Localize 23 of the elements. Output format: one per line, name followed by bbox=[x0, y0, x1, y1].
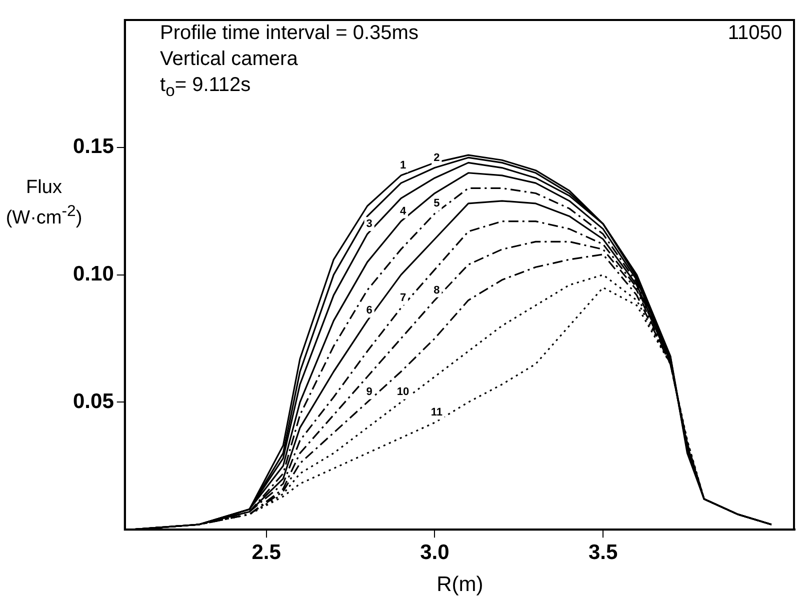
series-label: 2 bbox=[434, 152, 440, 164]
series-label: 8 bbox=[434, 284, 440, 296]
series-label: 6 bbox=[366, 304, 372, 317]
y-tick-label: 0.10 bbox=[72, 262, 114, 286]
y-tick-label: 0.05 bbox=[72, 390, 114, 413]
x-tick-label: 3.5 bbox=[588, 540, 618, 564]
series-label: 5 bbox=[434, 198, 440, 210]
x-tick-label: 3.0 bbox=[420, 540, 450, 564]
series-label: 4 bbox=[400, 205, 407, 218]
series-label: 11 bbox=[430, 406, 442, 419]
x-axis-title: R(m) bbox=[436, 573, 484, 596]
annotation: Vertical camera bbox=[160, 48, 298, 71]
series-label: 9 bbox=[366, 386, 372, 398]
x-tick-label: 2.5 bbox=[252, 540, 282, 564]
annotation: t$_{o}$= 9.112s bbox=[160, 74, 251, 101]
y-axis-title: Flux (W·cm$^{-2}$) bbox=[4, 176, 84, 230]
series-label: 10 bbox=[396, 386, 410, 398]
series-label: 7 bbox=[400, 292, 406, 304]
annotation: Profile time interval = 0.35ms bbox=[160, 22, 418, 45]
series-label: 1 bbox=[400, 159, 406, 172]
series-label: 3 bbox=[366, 218, 372, 230]
annotation: 11050 bbox=[728, 22, 782, 45]
y-tick-label: 0.15 bbox=[72, 135, 114, 158]
